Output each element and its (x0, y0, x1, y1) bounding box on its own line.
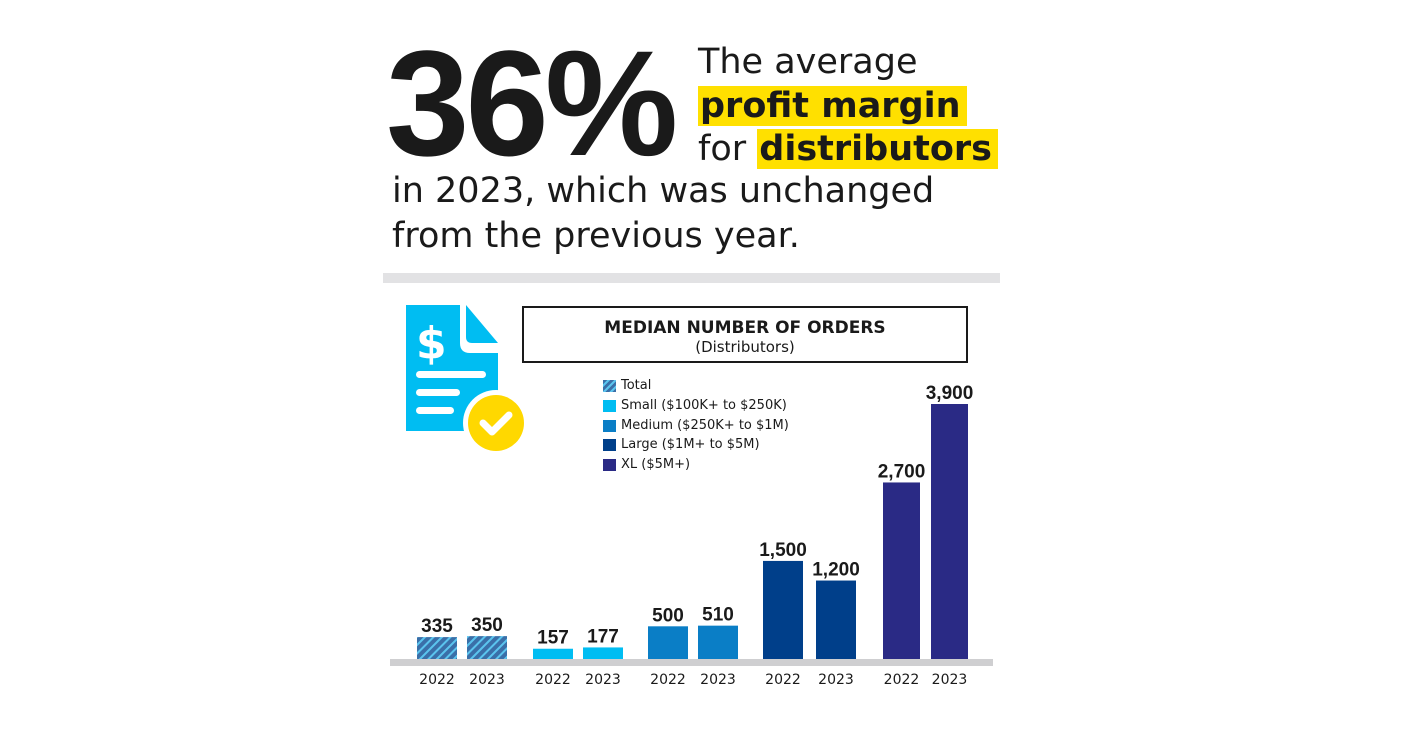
data-label: 510 (702, 605, 734, 626)
x-tick-label: 2022 (535, 672, 571, 688)
legend-swatch (603, 379, 616, 392)
invoice-document-check-icon: $ (406, 305, 529, 456)
bar (583, 647, 623, 659)
bar (467, 636, 507, 659)
x-tick-label: 2023 (585, 672, 621, 688)
bar (648, 626, 688, 659)
legend-label: Small ($100K+ to $250K) (621, 398, 787, 413)
data-label: 3,900 (926, 383, 974, 404)
headline-line4: in 2023, which was unchanged (392, 171, 935, 211)
data-label: 500 (652, 605, 684, 626)
x-tick-label: 2022 (650, 672, 686, 688)
headline-stat: 36% (386, 19, 678, 187)
bar (763, 560, 803, 659)
x-tick-label: 2023 (700, 672, 736, 688)
chart-title: MEDIAN NUMBER OF ORDERS (604, 318, 886, 338)
legend-item-total: Total (603, 378, 651, 393)
legend-item-xl: XL ($5M+) (603, 457, 690, 472)
bar (883, 482, 920, 659)
legend-item-medium: Medium ($250K+ to $1M) (603, 418, 789, 433)
legend-label: Large ($1M+ to $5M) (621, 437, 760, 452)
legend-swatch (603, 399, 616, 412)
legend-swatch (603, 458, 616, 471)
legend-label: Medium ($250K+ to $1M) (621, 418, 789, 433)
baseline (390, 659, 993, 666)
x-tick-label: 2023 (469, 672, 505, 688)
x-tick-label: 2023 (818, 672, 854, 688)
chart-title-box: MEDIAN NUMBER OF ORDERS (Distributors) (522, 306, 968, 363)
data-label: 335 (421, 616, 453, 637)
bar (698, 625, 738, 659)
legend-item-large: Large ($1M+ to $5M) (603, 437, 760, 452)
data-label: 1,500 (759, 540, 807, 561)
x-tick-label: 2022 (765, 672, 801, 688)
legend-swatch (603, 419, 616, 432)
headline-line5: from the previous year. (392, 216, 800, 256)
data-label: 177 (587, 626, 619, 647)
legend-label: XL ($5M+) (621, 457, 691, 472)
data-label: 1,200 (812, 560, 860, 581)
bar (931, 404, 968, 659)
chart-subtitle: (Distributors) (695, 338, 795, 356)
bar (417, 637, 457, 659)
data-label: 350 (471, 615, 503, 636)
bar (533, 648, 573, 659)
data-label: 2,700 (878, 461, 926, 482)
headline-line1: The average (698, 42, 918, 82)
highlight-profit-margin: profit margin (698, 86, 967, 126)
divider (383, 273, 1000, 283)
headline-for: for (698, 129, 747, 169)
legend-swatch (603, 438, 616, 451)
bar (816, 580, 856, 659)
x-tick-label: 2022 (884, 672, 920, 688)
legend-label: Total (621, 378, 652, 393)
x-tick-label: 2022 (419, 672, 455, 688)
highlight-distributors: distributors (757, 129, 998, 169)
x-tick-label: 2023 (932, 672, 968, 688)
svg-text:$: $ (416, 318, 447, 369)
data-label: 157 (537, 628, 569, 649)
legend-item-small: Small ($100K+ to $250K) (603, 398, 787, 413)
